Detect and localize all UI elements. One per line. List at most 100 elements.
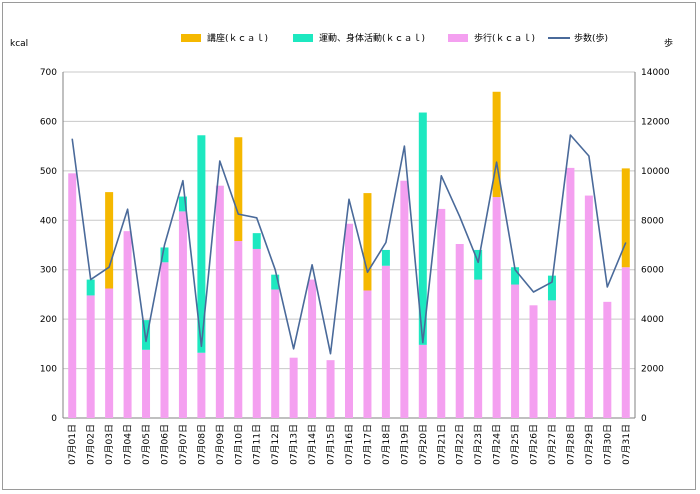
bar-segment — [234, 241, 243, 418]
x-tick-label: 07月03日 — [104, 424, 115, 465]
bar-segment — [547, 300, 556, 418]
x-tick-label: 07月20日 — [418, 424, 429, 465]
bar-segment — [345, 223, 353, 418]
x-tick-label: 07月28日 — [565, 424, 576, 465]
x-tick-label: 07月06日 — [159, 424, 170, 465]
x-tick-label: 07月07日 — [178, 424, 189, 465]
legend-label: 講座(ｋｃａｌ) — [207, 32, 268, 44]
x-tick-label: 07月13日 — [289, 424, 300, 465]
bar-segment — [492, 197, 501, 418]
x-tick-label: 07月30日 — [602, 424, 613, 465]
x-tick-label: 07月19日 — [399, 424, 410, 465]
y2-tick-label: 14000 — [641, 68, 670, 78]
legend-swatch — [293, 34, 313, 42]
x-tick-label: 07月16日 — [344, 424, 355, 465]
x-tick-label: 07月02日 — [86, 424, 97, 465]
bar-segment — [529, 305, 538, 418]
bar-segment — [197, 135, 206, 353]
bar-segment — [215, 185, 224, 418]
bar-segment — [142, 320, 151, 350]
x-tick-label: 07月22日 — [455, 424, 466, 465]
steps-line — [71, 134, 627, 355]
x-tick-label: 07月25日 — [510, 424, 521, 465]
bar-segment — [289, 357, 298, 418]
y2-tick-label: 12000 — [641, 117, 670, 127]
bar-segment — [234, 137, 243, 242]
x-tick-label: 07月14日 — [307, 424, 318, 465]
bar-segment — [142, 349, 151, 418]
bar-segment — [381, 265, 390, 418]
bar-segment — [511, 267, 520, 285]
bar-segment — [105, 192, 114, 289]
y-unit-label: kcal — [10, 39, 28, 49]
bar-segment — [474, 249, 483, 280]
x-tick-label: 07月17日 — [362, 424, 373, 465]
bar-segment — [252, 248, 261, 418]
x-tick-label: 07月29日 — [584, 424, 595, 465]
bar-segment — [271, 289, 280, 418]
bar-segment — [178, 211, 187, 418]
bar-segment — [197, 352, 206, 418]
legend-label: 運動、身体活動(ｋｃａｌ) — [319, 32, 425, 44]
bar-segment — [566, 167, 575, 418]
bar-segment — [437, 208, 446, 418]
bar-segment — [400, 180, 409, 418]
x-tick-label: 07月18日 — [381, 424, 392, 465]
x-tick-label: 07月31日 — [621, 424, 632, 465]
bar-segment — [474, 279, 483, 418]
y2-tick-label: 0 — [641, 414, 647, 424]
bar-segment — [621, 168, 630, 268]
x-tick-label: 07月15日 — [326, 424, 337, 465]
y2-tick-label: 2000 — [641, 365, 664, 375]
bar-segment — [418, 344, 427, 418]
y-tick-label: 100 — [40, 365, 57, 375]
bar-segment — [584, 195, 593, 418]
bar-segment — [363, 193, 372, 291]
x-tick-label: 07月08日 — [196, 424, 207, 465]
bar-segment — [178, 196, 187, 212]
legend-swatch — [448, 34, 468, 42]
x-tick-label: 07月24日 — [492, 424, 503, 465]
bar-segment — [621, 267, 630, 418]
x-tick-label: 07月21日 — [436, 424, 447, 465]
bar-segment — [492, 91, 501, 198]
bar-segment — [86, 279, 95, 296]
bar-segment — [363, 290, 372, 418]
y2-tick-label: 8000 — [641, 216, 664, 226]
bar-segment — [418, 112, 427, 345]
bar-segment — [271, 274, 280, 290]
bar-segment — [160, 262, 169, 418]
y-tick-label: 700 — [40, 68, 57, 78]
bar-segment — [86, 295, 95, 418]
bar-segment — [308, 279, 317, 418]
y-tick-label: 600 — [40, 117, 57, 127]
bar-segment — [511, 284, 520, 418]
x-tick-label: 07月26日 — [529, 424, 540, 465]
bar-segment — [381, 249, 390, 266]
y2-tick-label: 6000 — [641, 266, 664, 276]
y2-tick-label: 10000 — [641, 167, 670, 177]
x-tick-label: 07月11日 — [252, 424, 263, 465]
bar-segment — [105, 288, 114, 418]
bar-segment — [455, 244, 464, 418]
bar-segment — [123, 231, 132, 418]
bar-segment — [326, 360, 335, 418]
y-tick-label: 400 — [40, 216, 57, 226]
x-tick-label: 07月04日 — [123, 424, 134, 465]
bar-segment — [68, 173, 77, 418]
x-tick-label: 07月12日 — [270, 424, 281, 465]
y-tick-label: 500 — [40, 167, 57, 177]
x-tick-label: 07月23日 — [473, 424, 484, 465]
x-tick-label: 07月10日 — [233, 424, 244, 465]
y-tick-label: 300 — [40, 266, 57, 276]
y2-unit-label: 歩 — [664, 37, 673, 49]
legend-label: 歩行(ｋｃａｌ) — [474, 32, 535, 44]
x-tick-label: 07月05日 — [141, 424, 152, 465]
legend-label: 歩数(歩) — [574, 32, 608, 44]
y2-tick-label: 4000 — [641, 315, 664, 325]
x-tick-label: 07月09日 — [215, 424, 226, 465]
legend-swatch — [181, 34, 201, 42]
x-tick-label: 07月27日 — [547, 424, 558, 465]
bar-segment — [160, 247, 169, 263]
